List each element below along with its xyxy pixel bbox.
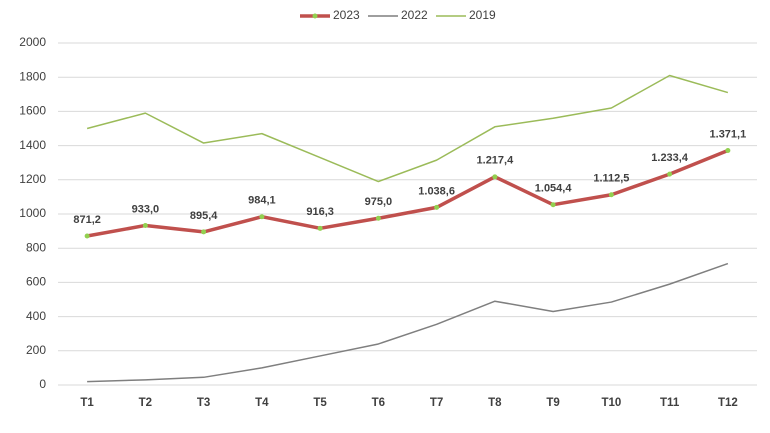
data-point xyxy=(201,229,207,235)
data-point xyxy=(667,171,673,177)
data-label: 916,3 xyxy=(306,206,334,218)
y-tick-label: 800 xyxy=(26,240,46,254)
data-label: 1.217,4 xyxy=(477,155,515,167)
data-label: 1.371,1 xyxy=(710,128,747,140)
x-tick-label: T5 xyxy=(313,397,327,409)
data-label: 1.112,5 xyxy=(593,173,629,185)
x-tick-label: T3 xyxy=(197,397,210,409)
data-label: 1.233,4 xyxy=(651,152,689,164)
x-tick-label: T10 xyxy=(601,397,621,409)
y-tick-label: 200 xyxy=(26,343,46,357)
legend-label: 2022 xyxy=(401,8,428,22)
data-point xyxy=(142,222,148,228)
legend-label: 2019 xyxy=(469,8,496,22)
x-tick-label: T1 xyxy=(80,397,94,409)
data-point xyxy=(375,215,381,221)
data-point xyxy=(434,204,440,210)
x-tick-label: T2 xyxy=(139,397,152,409)
data-label: 975,0 xyxy=(365,196,393,208)
y-tick-label: 1600 xyxy=(19,104,46,118)
legend-marker xyxy=(312,13,318,19)
data-point xyxy=(259,214,265,220)
y-tick-label: 1400 xyxy=(19,138,46,152)
data-point xyxy=(725,148,731,154)
series-line xyxy=(87,262,729,383)
y-tick-label: 1000 xyxy=(19,206,46,220)
data-point xyxy=(317,225,323,231)
x-tick-label: T11 xyxy=(660,397,680,409)
legend-label: 2023 xyxy=(333,8,360,22)
x-tick-label: T6 xyxy=(372,397,385,409)
x-tick-label: T7 xyxy=(430,397,443,409)
data-label: 1.038,6 xyxy=(418,185,455,197)
y-tick-label: 1800 xyxy=(19,69,46,83)
x-tick-label: T8 xyxy=(488,397,502,409)
y-tick-label: 2000 xyxy=(19,35,46,49)
series-line xyxy=(86,148,729,238)
y-tick-label: 1200 xyxy=(19,172,46,186)
data-label: 895,4 xyxy=(190,210,218,222)
data-label: 984,1 xyxy=(248,195,276,207)
data-label: 933,0 xyxy=(132,203,160,215)
data-label: 1.054,4 xyxy=(535,183,573,195)
data-label: 871,2 xyxy=(73,214,101,226)
y-tick-label: 600 xyxy=(26,275,46,289)
y-tick-label: 400 xyxy=(26,309,46,323)
x-tick-label: T4 xyxy=(255,397,269,409)
series-line xyxy=(86,74,729,183)
data-point xyxy=(550,202,556,208)
data-point xyxy=(492,174,498,180)
data-point xyxy=(84,233,90,239)
x-tick-label: T9 xyxy=(546,397,559,409)
data-point xyxy=(608,192,614,198)
x-tick-label: T12 xyxy=(718,397,738,409)
y-tick-label: 0 xyxy=(39,377,46,391)
